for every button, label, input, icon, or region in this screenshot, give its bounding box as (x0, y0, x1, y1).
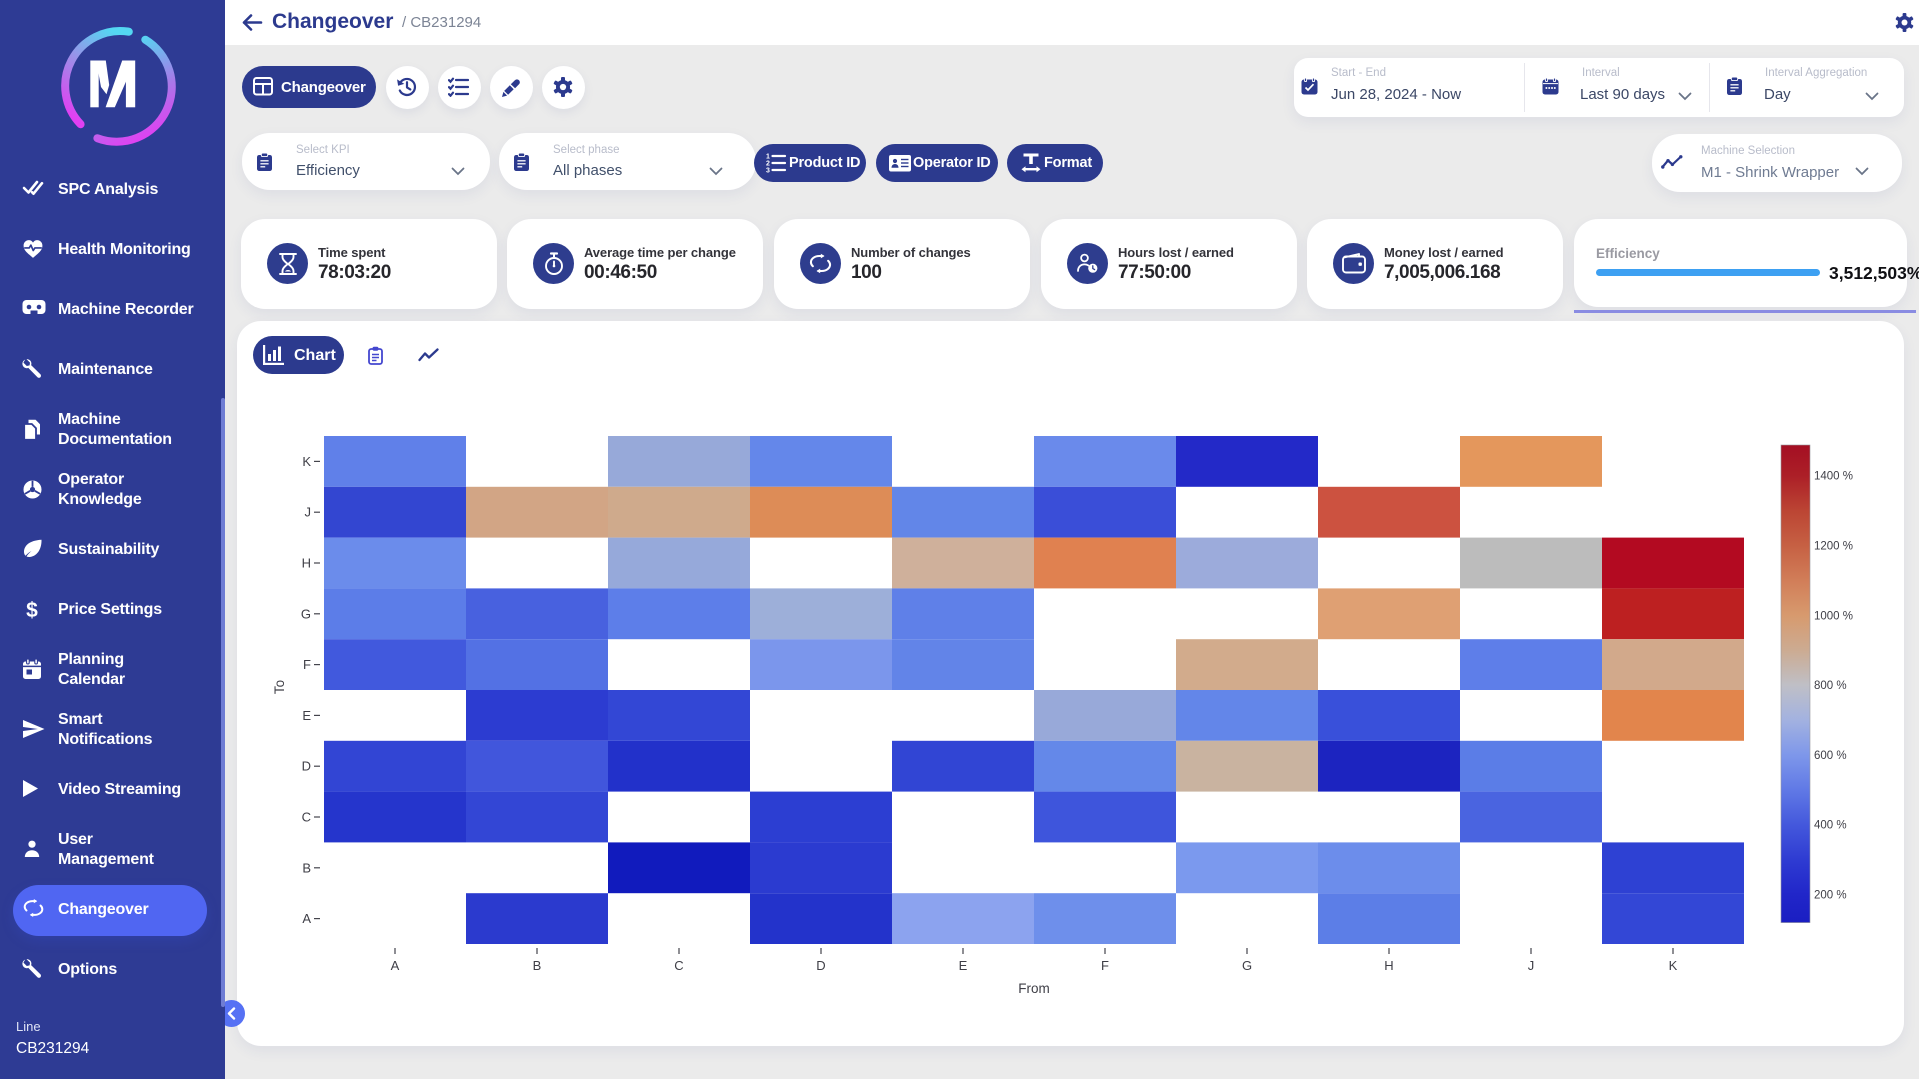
svg-text:$: $ (26, 599, 38, 621)
svg-text:B: B (302, 860, 311, 875)
svg-text:H: H (1384, 958, 1393, 973)
svg-text:D: D (302, 759, 311, 774)
svg-text:From: From (1018, 981, 1050, 996)
svg-text:K: K (302, 454, 311, 469)
svg-text:800 %: 800 % (1814, 680, 1847, 692)
svg-text:C: C (302, 810, 311, 825)
svg-text:J: J (305, 505, 312, 520)
svg-text:2: 2 (766, 161, 770, 168)
svg-text:3: 3 (766, 168, 770, 174)
svg-text:1400 %: 1400 % (1814, 471, 1853, 483)
svg-text:J: J (1528, 958, 1535, 973)
svg-text:C: C (674, 958, 683, 973)
svg-text:B: B (533, 958, 542, 973)
svg-text:400 %: 400 % (1814, 820, 1847, 832)
svg-text:200 %: 200 % (1814, 890, 1847, 902)
svg-text:H: H (302, 556, 311, 571)
svg-text:600 %: 600 % (1814, 750, 1847, 762)
svg-text:G: G (301, 606, 311, 621)
svg-text:D: D (816, 958, 825, 973)
svg-text:K: K (1669, 958, 1678, 973)
svg-text:F: F (303, 657, 311, 672)
svg-text:A: A (391, 958, 400, 973)
svg-text:E: E (959, 958, 968, 973)
svg-text:1000 %: 1000 % (1814, 610, 1853, 622)
svg-text:F: F (1101, 958, 1109, 973)
svg-text:To: To (272, 680, 287, 694)
svg-text:1: 1 (766, 154, 770, 161)
svg-text:A: A (302, 911, 311, 926)
svg-text:1200 %: 1200 % (1814, 541, 1853, 553)
svg-text:G: G (1242, 958, 1252, 973)
svg-text:E: E (302, 708, 311, 723)
